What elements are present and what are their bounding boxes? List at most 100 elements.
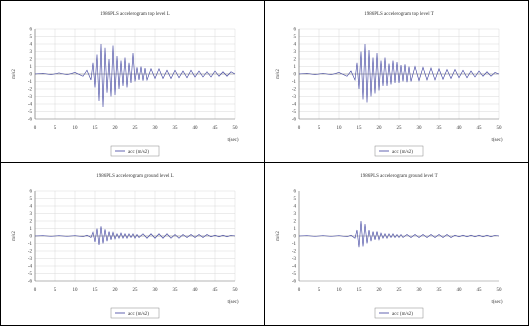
y-tick-label: 2 bbox=[294, 58, 297, 63]
x-tick-label: 15 bbox=[93, 126, 99, 131]
x-axis-label: t(sec) bbox=[491, 138, 502, 143]
y-tick-label: -2 bbox=[292, 88, 297, 93]
chart-panel-top-level-t: 1986PLS accelerogram top level T -6 -5 -4 -3… bbox=[264, 0, 529, 163]
x-tick-label: 35 bbox=[437, 126, 443, 131]
y-tick-label: -3 bbox=[292, 257, 297, 262]
y-tick-label: 4 bbox=[294, 205, 297, 210]
y-tick-label: -4 bbox=[28, 103, 33, 108]
x-tick-label: 0 bbox=[298, 288, 301, 293]
x-tick-label: 50 bbox=[233, 126, 239, 131]
chart-panel-ground-level-t: 1986PLS accelerogram ground level T -6 -5 -… bbox=[264, 162, 529, 326]
y-tick-label: 3 bbox=[294, 212, 297, 217]
x-tick-label: 20 bbox=[377, 288, 383, 293]
y-tick-label: 0 bbox=[30, 73, 33, 78]
y-axis-label: m/s2 bbox=[12, 231, 17, 241]
y-tick-label: 6 bbox=[30, 28, 33, 33]
y-tick-label: 2 bbox=[30, 58, 33, 63]
x-tick-label: 40 bbox=[457, 288, 463, 293]
legend-label: acc (m/s2) bbox=[392, 150, 413, 155]
y-tick-label: 3 bbox=[294, 50, 297, 55]
legend-box bbox=[374, 145, 424, 157]
x-tick-label: 0 bbox=[298, 126, 301, 131]
y-tick-label: -4 bbox=[28, 265, 33, 270]
chart-title: 1986PLS accelerogram top level L bbox=[100, 12, 170, 17]
y-tick-label: 0 bbox=[30, 235, 33, 240]
y-tick-label: 5 bbox=[294, 35, 297, 40]
y-tick-label: 0 bbox=[294, 235, 297, 240]
y-tick-label: -4 bbox=[292, 103, 297, 108]
x-tick-label: 10 bbox=[337, 288, 343, 293]
series-line-acc bbox=[298, 43, 500, 103]
x-tick-label: 45 bbox=[477, 126, 483, 131]
y-tick-label: 1 bbox=[294, 227, 297, 232]
y-tick-label: -6 bbox=[292, 118, 297, 123]
y-tick-label: 1 bbox=[294, 65, 297, 70]
legend-label: acc (m/s2) bbox=[392, 312, 413, 317]
y-tick-label: 2 bbox=[30, 220, 33, 225]
y-tick-label: 4 bbox=[294, 43, 297, 48]
x-tick-label: 50 bbox=[497, 288, 503, 293]
x-tick-label: 50 bbox=[233, 288, 239, 293]
y-tick-label: -2 bbox=[292, 250, 297, 255]
chart-title: 1986PLS accelerogram ground level L bbox=[96, 174, 173, 179]
x-axis-label: t(sec) bbox=[227, 138, 238, 143]
x-tick-label: 25 bbox=[397, 288, 403, 293]
chart-svg: 1986PLS accelerogram ground level T -6 -5 -… bbox=[276, 174, 503, 319]
x-tick-label: 50 bbox=[497, 126, 503, 131]
x-tick-label: 30 bbox=[153, 126, 159, 131]
y-tick-label: 2 bbox=[294, 220, 297, 225]
y-tick-label: 1 bbox=[30, 65, 33, 70]
x-tick-label: 25 bbox=[133, 288, 139, 293]
x-tick-label: 25 bbox=[133, 126, 139, 131]
x-tick-label: 40 bbox=[193, 288, 199, 293]
x-tick-label: 15 bbox=[93, 288, 99, 293]
y-tick-label: -5 bbox=[292, 272, 297, 277]
x-tick-label: 20 bbox=[113, 126, 119, 131]
x-tick-label: 15 bbox=[357, 288, 363, 293]
x-tick-label: 15 bbox=[357, 126, 363, 131]
y-tick-label: -1 bbox=[292, 80, 297, 85]
y-tick-label: -2 bbox=[28, 88, 33, 93]
chart-title: 1986PLS accelerogram ground level T bbox=[360, 174, 437, 179]
y-tick-label: -6 bbox=[28, 280, 33, 285]
x-tick-label: 10 bbox=[337, 126, 343, 131]
y-tick-label: -2 bbox=[28, 250, 33, 255]
chart-panel-top-level-l: 1986PLS accelerogram top level L -6 -5 -4 -3… bbox=[0, 0, 265, 163]
y-tick-label: -6 bbox=[28, 118, 33, 123]
x-tick-label: 35 bbox=[173, 126, 179, 131]
y-tick-label: -6 bbox=[292, 280, 297, 285]
legend-label: acc (m/s2) bbox=[128, 150, 149, 155]
y-tick-label: 6 bbox=[294, 28, 297, 33]
y-tick-label: -4 bbox=[292, 265, 297, 270]
y-tick-label: 5 bbox=[294, 197, 297, 202]
x-axis-label: t(sec) bbox=[227, 300, 238, 305]
x-tick-label: 30 bbox=[417, 288, 423, 293]
y-tick-label: 0 bbox=[294, 73, 297, 78]
x-tick-label: 40 bbox=[457, 126, 463, 131]
y-tick-label: 3 bbox=[30, 50, 33, 55]
y-tick-label: 4 bbox=[30, 205, 33, 210]
y-tick-label: -3 bbox=[28, 95, 33, 100]
x-tick-label: 30 bbox=[417, 126, 423, 131]
x-tick-label: 45 bbox=[213, 288, 219, 293]
x-tick-label: 10 bbox=[73, 126, 79, 131]
y-tick-label: -5 bbox=[28, 110, 33, 115]
x-tick-label: 5 bbox=[54, 288, 57, 293]
y-tick-label: -3 bbox=[28, 257, 33, 262]
x-tick-label: 40 bbox=[193, 126, 199, 131]
x-tick-label: 45 bbox=[477, 288, 483, 293]
y-tick-label: -1 bbox=[292, 242, 297, 247]
y-tick-label: 5 bbox=[30, 35, 33, 40]
x-tick-label: 45 bbox=[213, 126, 219, 131]
y-axis-label: m/s2 bbox=[276, 231, 281, 241]
x-tick-label: 0 bbox=[34, 288, 37, 293]
x-tick-label: 30 bbox=[153, 288, 159, 293]
series-line-acc bbox=[34, 43, 236, 108]
x-tick-label: 35 bbox=[173, 288, 179, 293]
y-tick-label: 6 bbox=[294, 190, 297, 195]
x-axis-label: t(sec) bbox=[491, 300, 502, 305]
x-tick-label: 5 bbox=[318, 288, 321, 293]
legend-box bbox=[374, 307, 424, 319]
y-tick-label: 1 bbox=[30, 227, 33, 232]
